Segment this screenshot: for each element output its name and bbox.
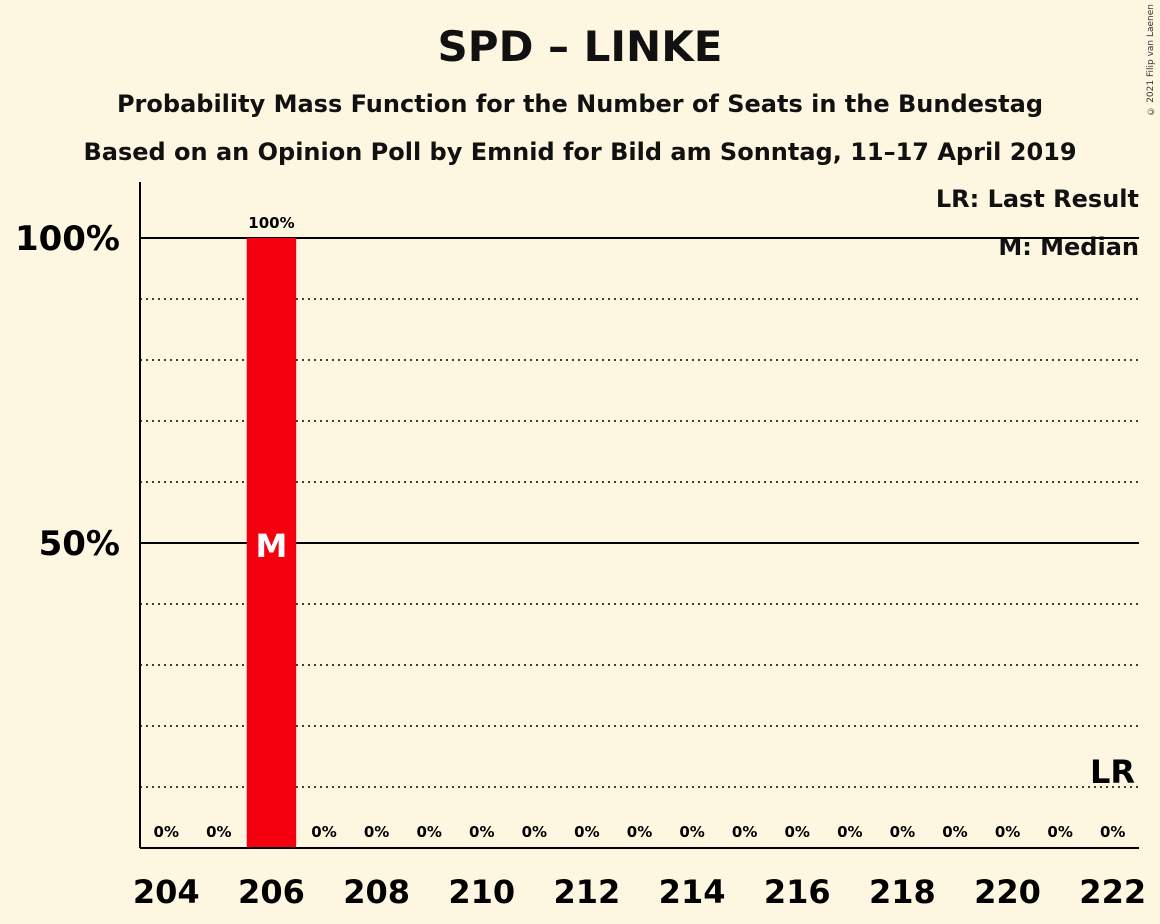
x-tick-label: 212	[554, 873, 621, 911]
x-tick-label: 222	[1079, 873, 1146, 911]
bar	[246, 238, 297, 848]
x-tick-label: 218	[869, 873, 936, 911]
bar-value-label: 0%	[837, 823, 862, 841]
bar-value-label: 0%	[206, 823, 231, 841]
chart-source-line: Based on an Opinion Poll by Emnid for Bi…	[83, 138, 1077, 166]
bar-value-label: 0%	[679, 823, 704, 841]
y-tick-label: 100%	[15, 219, 120, 259]
x-tick-label: 208	[343, 873, 410, 911]
bar-value-label: 0%	[732, 823, 757, 841]
bar-value-label: 0%	[627, 823, 652, 841]
bar-value-label: 0%	[574, 823, 599, 841]
bar-value-label: 0%	[416, 823, 441, 841]
x-tick-label: 204	[133, 873, 200, 911]
bar-value-label: 100%	[248, 214, 294, 232]
x-tick-label: 206	[238, 873, 305, 911]
x-tick-label: 216	[764, 873, 831, 911]
bar-value-label: 0%	[154, 823, 179, 841]
last-result-marker: LR	[1090, 753, 1135, 791]
bar-value-label: 0%	[942, 823, 967, 841]
y-tick-label: 50%	[39, 524, 120, 564]
bar-value-label: 0%	[469, 823, 494, 841]
bar-value-label: 0%	[1047, 823, 1072, 841]
x-tick-label: 214	[659, 873, 726, 911]
x-tick-label: 210	[448, 873, 515, 911]
bar-value-label: 0%	[1100, 823, 1125, 841]
chart-subtitle: Probability Mass Function for the Number…	[116, 90, 1044, 118]
x-tick-label: 220	[974, 873, 1041, 911]
bar-value-label: 0%	[890, 823, 915, 841]
bar-value-label: 0%	[522, 823, 547, 841]
bar-value-label: 0%	[311, 823, 336, 841]
chart-title: SPD – LINKE	[437, 22, 723, 71]
median-marker: M	[256, 527, 288, 565]
legend-last-result: LR: Last Result	[935, 185, 1139, 213]
bar-value-label: 0%	[785, 823, 810, 841]
bar-value-label: 0%	[995, 823, 1020, 841]
bar-value-label: 0%	[364, 823, 389, 841]
